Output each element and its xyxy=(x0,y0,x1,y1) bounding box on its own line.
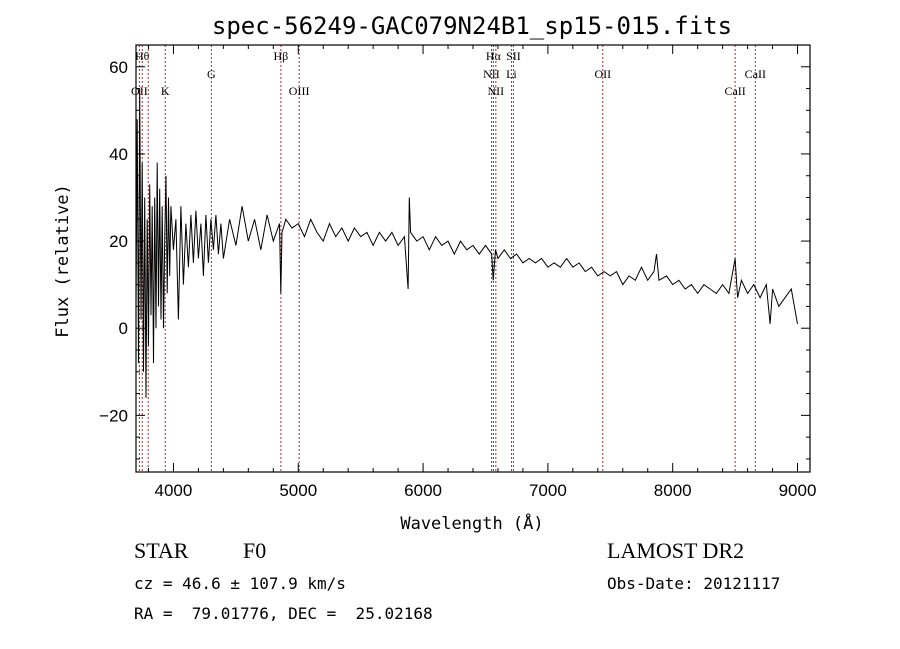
chart-title: spec-56249-GAC079N24B1_sp15-015.fits xyxy=(212,12,732,40)
ra-dec: RA = 79.01776, DEC = 25.02168 xyxy=(134,604,433,623)
object-class: STAR xyxy=(134,538,189,563)
spectral-line-label: OII xyxy=(594,67,611,81)
y-tick-label: 20 xyxy=(109,232,128,251)
plot-frame xyxy=(135,44,811,473)
obs-date: Obs-Date: 20121117 xyxy=(607,574,781,593)
spectral-line-label: SII xyxy=(506,49,521,63)
x-tick-label: 6000 xyxy=(404,481,442,500)
spectral-line-label: Hα xyxy=(486,49,502,63)
y-axis: −20 0 20 40 60 xyxy=(99,58,810,460)
spectral-line-label: NII xyxy=(488,84,505,98)
spectral-line-label: K xyxy=(161,84,170,98)
spectrum-series xyxy=(135,88,798,398)
object-subclass: F0 xyxy=(243,538,267,563)
spectral-line-label: OIII xyxy=(289,84,310,98)
x-tick-label: 8000 xyxy=(654,481,692,500)
survey-name: LAMOST DR2 xyxy=(607,538,745,563)
y-tick-label: 0 xyxy=(119,319,128,338)
spectral-line-label: CaII xyxy=(745,67,766,81)
y-tick-label: 60 xyxy=(109,58,128,77)
y-tick-label: 40 xyxy=(109,145,128,164)
spectral-line-label: NII xyxy=(483,67,500,81)
redshift-cz: cz = 46.6 ± 107.9 km/s xyxy=(134,574,346,593)
x-axis-label: Wavelength (Å) xyxy=(400,512,543,534)
spectral-line-label: G xyxy=(207,67,216,81)
spectral-line-label: CaII xyxy=(724,84,745,98)
spectral-line-label: Hθ xyxy=(135,49,150,63)
x-tick-label: 4000 xyxy=(155,481,193,500)
spectral-line-label: Li xyxy=(506,67,517,81)
x-tick-label: 5000 xyxy=(279,481,317,500)
x-tick-label: 9000 xyxy=(779,481,817,500)
x-tick-label: 7000 xyxy=(529,481,567,500)
y-axis-label: Flux (relative) xyxy=(53,184,73,338)
x-axis: 4000 5000 6000 7000 8000 9000 xyxy=(147,45,817,500)
y-tick-label: −20 xyxy=(99,406,128,425)
spectral-line-label: Hβ xyxy=(274,49,289,63)
spectrum-line xyxy=(135,88,798,398)
